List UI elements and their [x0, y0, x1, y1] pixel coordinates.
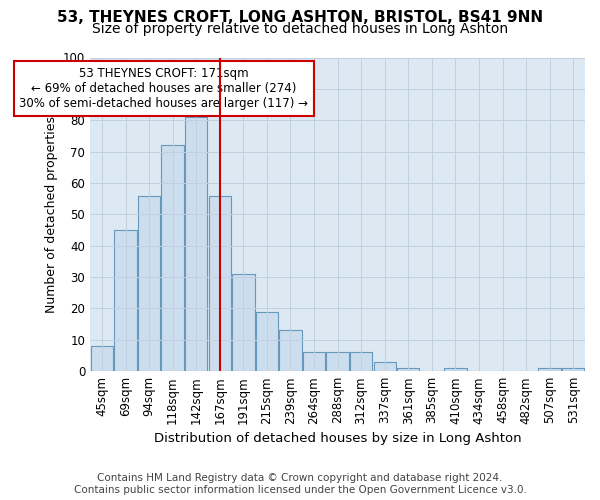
Bar [185, 117, 208, 371]
Bar [303, 352, 325, 371]
Bar [279, 330, 302, 371]
Text: Size of property relative to detached houses in Long Ashton: Size of property relative to detached ho… [92, 22, 508, 36]
Text: 53, THEYNES CROFT, LONG ASHTON, BRISTOL, BS41 9NN: 53, THEYNES CROFT, LONG ASHTON, BRISTOL,… [57, 10, 543, 25]
Bar [538, 368, 561, 371]
Text: Contains HM Land Registry data © Crown copyright and database right 2024.
Contai: Contains HM Land Registry data © Crown c… [74, 474, 526, 495]
Bar [232, 274, 254, 371]
Bar [209, 196, 231, 371]
Bar [326, 352, 349, 371]
Bar [91, 346, 113, 371]
X-axis label: Distribution of detached houses by size in Long Ashton: Distribution of detached houses by size … [154, 432, 521, 445]
Bar [161, 146, 184, 371]
Text: 53 THEYNES CROFT: 171sqm
← 69% of detached houses are smaller (274)
30% of semi-: 53 THEYNES CROFT: 171sqm ← 69% of detach… [19, 67, 308, 110]
Bar [444, 368, 467, 371]
Bar [562, 368, 584, 371]
Bar [256, 312, 278, 371]
Bar [397, 368, 419, 371]
Y-axis label: Number of detached properties: Number of detached properties [44, 116, 58, 313]
Bar [374, 362, 396, 371]
Bar [350, 352, 373, 371]
Bar [115, 230, 137, 371]
Bar [138, 196, 160, 371]
